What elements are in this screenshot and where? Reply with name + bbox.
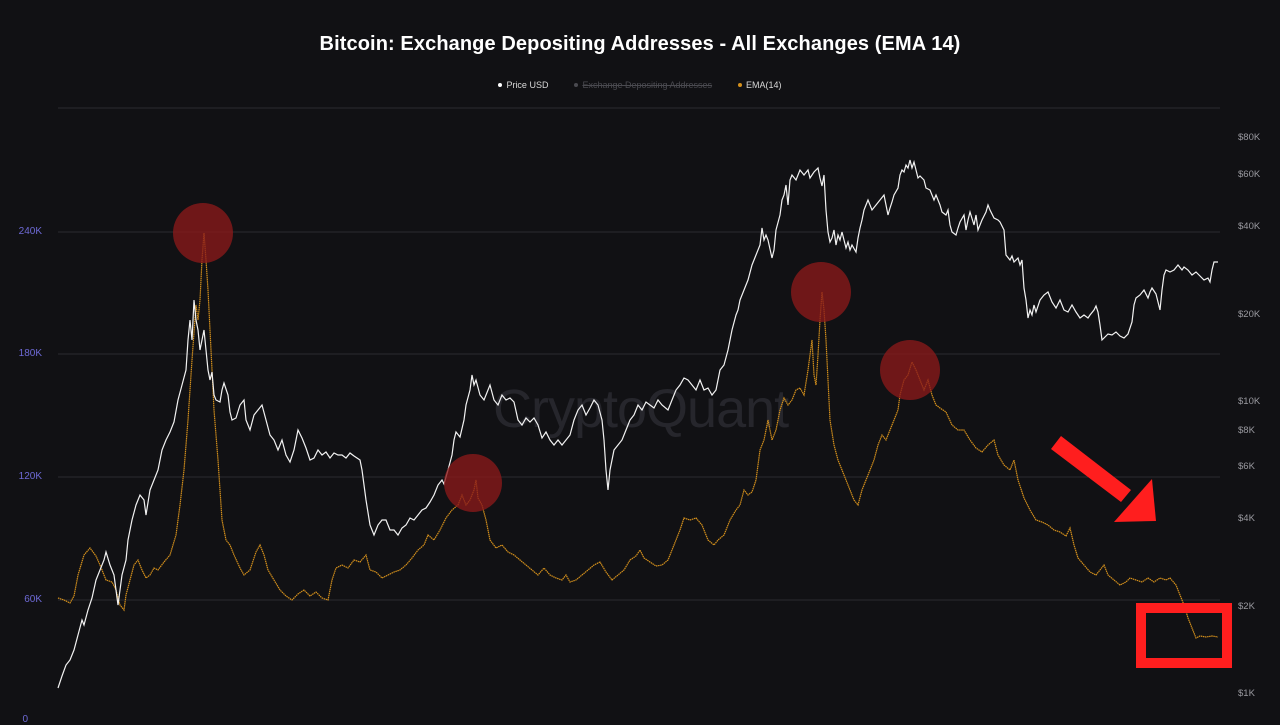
left-axis-tick: 60K bbox=[24, 594, 42, 605]
legend-dot-icon bbox=[574, 83, 579, 87]
right-axis-tick: $80K bbox=[1238, 132, 1261, 143]
right-axis-tick: $1K bbox=[1238, 688, 1255, 699]
gridlines bbox=[58, 107, 1220, 601]
right-axis-tick: $20K bbox=[1238, 309, 1261, 320]
right-axis-tick: $6K bbox=[1238, 461, 1255, 472]
highlight-circle-1 bbox=[173, 203, 233, 263]
legend-item-exchange-depositing-addresses[interactable]: Exchange Depositing Addresses bbox=[574, 80, 712, 90]
red-highlight-rectangle bbox=[1136, 603, 1232, 668]
highlight-circles bbox=[173, 203, 940, 512]
red-arrow-icon bbox=[1051, 436, 1156, 522]
ema14-line bbox=[57, 232, 1219, 639]
price-usd-line bbox=[57, 159, 1218, 689]
left-axis-tick: 240K bbox=[18, 226, 42, 237]
highlight-circle-3 bbox=[791, 262, 851, 322]
legend-item-ema14[interactable]: EMA(14) bbox=[738, 80, 782, 90]
legend-dot-icon bbox=[498, 83, 503, 87]
highlight-circle-4 bbox=[880, 340, 940, 400]
left-axis-tick: 120K bbox=[18, 471, 42, 482]
left-axis-tick: 180K bbox=[18, 348, 42, 359]
right-axis-tick: $2K bbox=[1238, 601, 1255, 612]
legend-dot-icon bbox=[738, 83, 743, 87]
right-axis-tick: $10K bbox=[1238, 396, 1261, 407]
highlight-circle-2 bbox=[444, 454, 502, 512]
legend-item-price-usd[interactable]: Price USD bbox=[498, 80, 548, 90]
legend-label: Price USD bbox=[506, 80, 549, 90]
legend-label: Exchange Depositing Addresses bbox=[582, 80, 713, 90]
right-axis-tick: $4K bbox=[1238, 513, 1255, 524]
right-axis-tick: $8K bbox=[1238, 425, 1255, 436]
chart-title: Bitcoin: Exchange Depositing Addresses -… bbox=[319, 33, 961, 55]
chart-legend: Price USD Exchange Depositing Addresses … bbox=[0, 80, 1280, 90]
legend-label: EMA(14) bbox=[746, 80, 782, 90]
right-axis-tick: $60K bbox=[1238, 169, 1261, 180]
right-axis-tick: $40K bbox=[1238, 221, 1261, 232]
